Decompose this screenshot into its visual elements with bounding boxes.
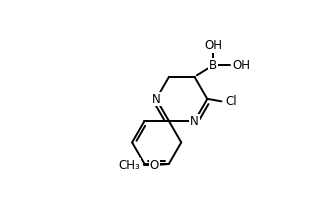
Text: OH: OH (204, 39, 222, 52)
Text: O: O (150, 159, 159, 172)
Text: OH: OH (232, 59, 250, 71)
Text: N: N (152, 92, 161, 106)
Text: CH₃: CH₃ (119, 159, 141, 172)
Text: Cl: Cl (225, 95, 237, 109)
Text: N: N (190, 115, 199, 128)
Text: B: B (209, 59, 217, 71)
